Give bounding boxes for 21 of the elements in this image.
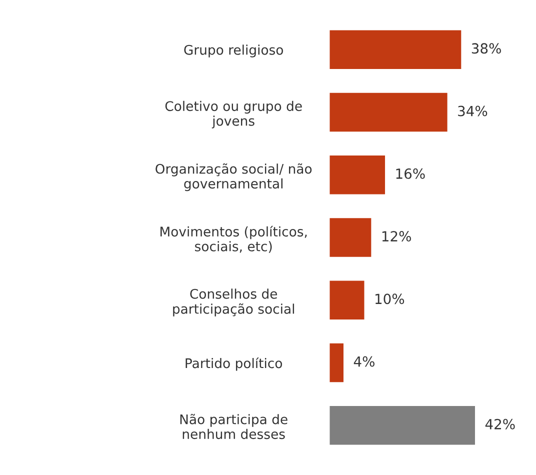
data-label: 16%: [396, 168, 425, 179]
y-tick-label: Conselhos de participação social: [173, 288, 294, 316]
y-tick-label: Não participa de nenhum desses: [180, 414, 288, 440]
bar: [330, 406, 475, 445]
y-tick-label: Partido político: [186, 357, 282, 371]
bar: [330, 155, 386, 194]
bar: [330, 280, 364, 320]
y-tick-label: Grupo religioso: [184, 44, 284, 58]
y-tick-label: Organização social/ não governamental: [156, 163, 312, 192]
bar: [330, 30, 462, 70]
bar: [330, 343, 344, 382]
data-label: 12%: [382, 231, 411, 242]
data-label: 4%: [354, 356, 374, 367]
bar: [330, 218, 372, 257]
bar: [330, 92, 448, 132]
y-tick-label: Coletivo ou grupo de jovens: [165, 100, 302, 128]
y-tick-label: Movimentos (políticos, sociais, etc): [160, 226, 307, 253]
data-label: 38%: [472, 43, 501, 54]
data-label: 10%: [375, 294, 404, 304]
data-label: 34%: [458, 106, 488, 116]
data-label: 42%: [485, 418, 515, 430]
